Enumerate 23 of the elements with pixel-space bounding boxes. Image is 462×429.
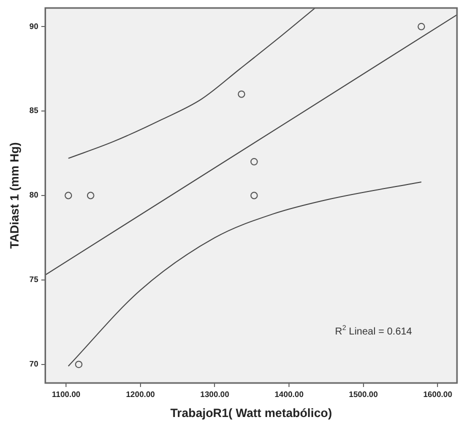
y-tick-label: 90 [29, 22, 39, 31]
point [86, 192, 94, 200]
x-axis-title: TrabajoR1( Watt metabólico) [170, 406, 332, 420]
point [250, 192, 258, 200]
y-tick-label: 75 [29, 275, 39, 284]
point [238, 90, 246, 98]
x-tick-label: 1600.00 [423, 390, 453, 400]
point [64, 192, 72, 200]
x-tick-label: 1100.00 [52, 390, 81, 400]
x-tick-label: 1300.00 [200, 390, 230, 400]
point [75, 360, 82, 368]
y-tick-label: 80 [29, 190, 39, 200]
point [250, 158, 258, 166]
line-series [68, 181, 422, 367]
line-series [68, 8, 316, 159]
y-tick-label: 85 [29, 106, 39, 116]
point [418, 22, 426, 30]
x-tick-label: 1500.00 [348, 390, 378, 400]
y-axis-title: TADiast 1 (mm Hg) [8, 142, 22, 249]
x-tick-label: 1200.00 [126, 390, 156, 400]
x-tick-label: 1400.00 [274, 390, 304, 400]
y-tick-label: 70 [29, 360, 39, 369]
annotation: R$^{2}$ Lineal = 0.614 [334, 324, 412, 337]
